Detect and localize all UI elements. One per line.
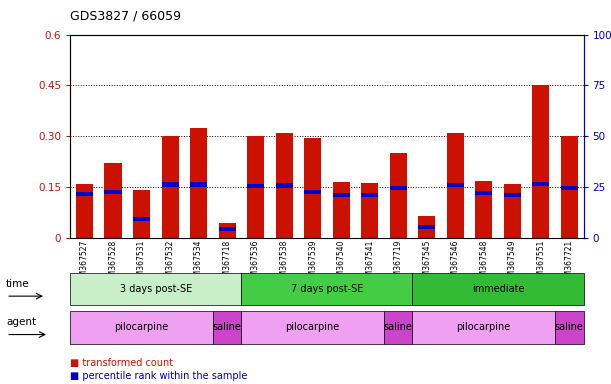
Bar <box>190 182 207 187</box>
Bar <box>475 191 492 195</box>
Bar <box>247 184 264 188</box>
Text: saline: saline <box>213 322 241 333</box>
Bar <box>390 153 407 238</box>
Bar <box>133 190 150 238</box>
Bar <box>418 216 435 238</box>
Text: saline: saline <box>555 322 584 333</box>
Bar <box>361 193 378 197</box>
Bar <box>219 227 236 231</box>
Bar <box>447 133 464 238</box>
Bar <box>104 190 122 194</box>
Bar <box>475 181 492 238</box>
Bar <box>447 183 464 187</box>
Text: pilocarpine: pilocarpine <box>114 322 169 333</box>
Bar <box>390 186 407 190</box>
Text: agent: agent <box>6 318 36 328</box>
Bar <box>247 136 264 238</box>
Text: immediate: immediate <box>472 284 524 294</box>
Bar <box>190 128 207 238</box>
Bar <box>532 182 549 186</box>
Bar <box>361 183 378 238</box>
Bar <box>304 190 321 194</box>
Bar <box>304 138 321 238</box>
Bar <box>561 136 578 238</box>
Text: pilocarpine: pilocarpine <box>456 322 511 333</box>
Bar <box>76 192 93 196</box>
Text: 3 days post-SE: 3 days post-SE <box>120 284 192 294</box>
Text: pilocarpine: pilocarpine <box>285 322 340 333</box>
Text: 7 days post-SE: 7 days post-SE <box>291 284 363 294</box>
Bar <box>532 86 549 238</box>
Bar <box>161 136 178 238</box>
Bar <box>219 223 236 238</box>
Bar <box>161 182 178 187</box>
Text: time: time <box>6 279 30 289</box>
Bar <box>133 217 150 222</box>
Bar <box>332 182 349 238</box>
Bar <box>418 225 435 229</box>
Bar <box>332 193 349 197</box>
Text: ■ transformed count: ■ transformed count <box>70 358 174 368</box>
Bar <box>276 184 293 187</box>
Bar <box>104 164 122 238</box>
Bar <box>561 186 578 190</box>
Bar <box>503 193 521 197</box>
Text: ■ percentile rank within the sample: ■ percentile rank within the sample <box>70 371 247 381</box>
Text: saline: saline <box>384 322 412 333</box>
Bar <box>276 133 293 238</box>
Bar <box>503 184 521 238</box>
Text: GDS3827 / 66059: GDS3827 / 66059 <box>70 10 181 23</box>
Bar <box>76 184 93 238</box>
